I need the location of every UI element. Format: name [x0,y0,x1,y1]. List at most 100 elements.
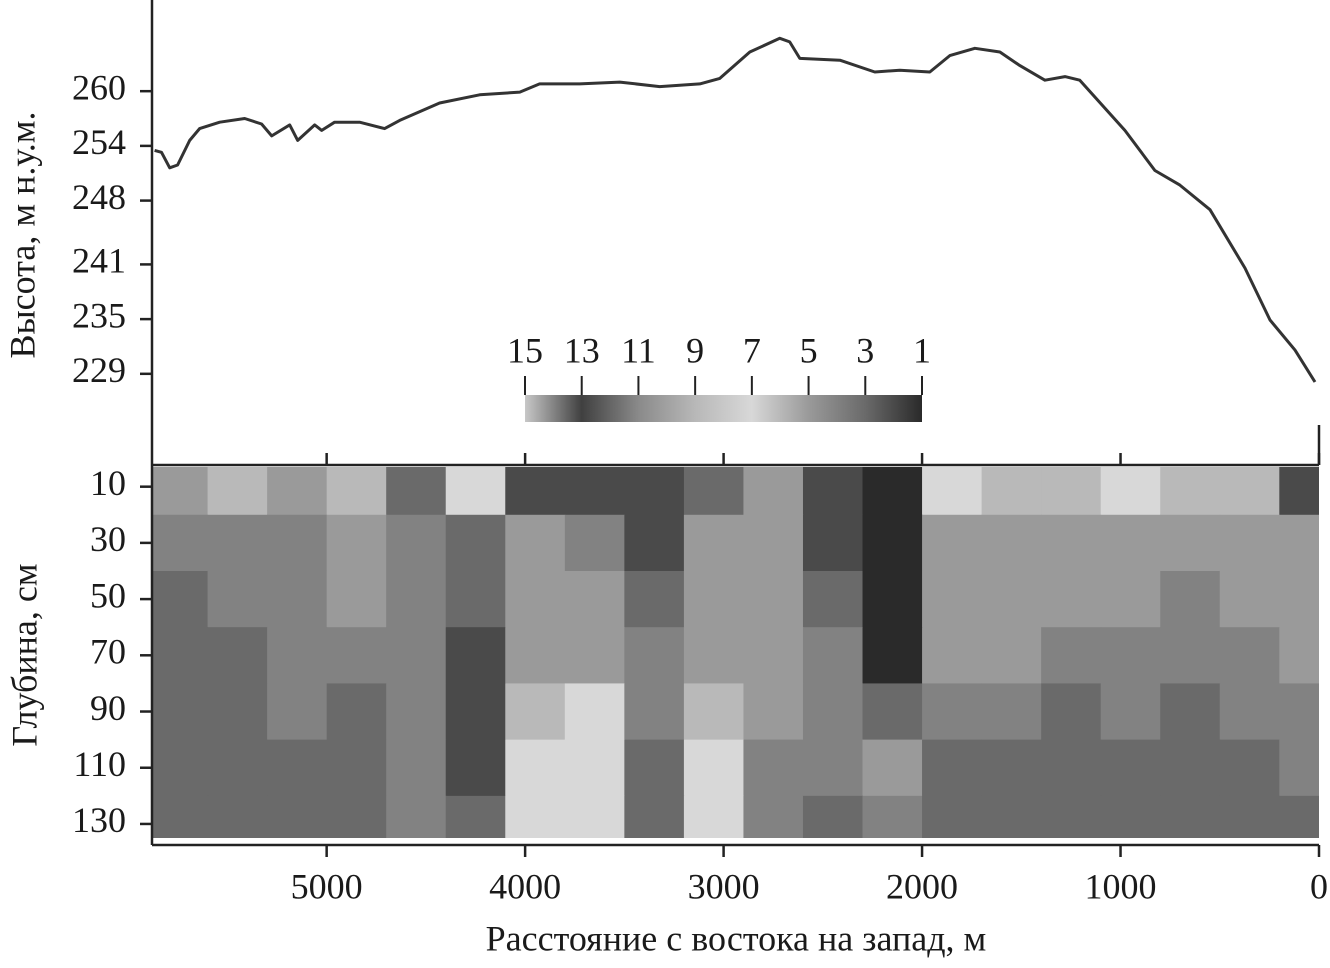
heat-cell [1279,467,1319,516]
heat-cell [1041,514,1102,572]
heat-cell [624,739,685,797]
heat-cell [1219,739,1280,797]
x-tick-label: 0 [1310,866,1328,906]
heat-cell [981,570,1042,628]
heat-cell [1100,739,1161,797]
heat-cell [1219,467,1280,516]
heat-cell [624,570,685,628]
heat-cell [922,739,983,797]
heat-cell [683,467,744,516]
heat-cell [1279,739,1319,797]
heat-cell [505,627,566,684]
heat-cell [207,467,268,516]
heat-cell [445,795,506,838]
y-tick-label: 70 [90,632,126,672]
heat-cell [743,739,804,797]
heat-cell [1279,570,1319,628]
y-tick-label: 50 [90,575,126,615]
heat-cell [207,795,268,838]
heat-cell [743,795,804,838]
heat-cell [802,570,864,628]
colorbar-tick-label: 9 [686,330,704,370]
heat-cell [267,467,328,516]
heat-cell [981,627,1042,684]
heat-cell [981,739,1042,797]
heat-cell [386,570,447,628]
heat-cell [207,739,268,797]
heat-cell [624,683,685,741]
y-tick-label: 254 [72,122,126,162]
heat-cell [505,739,566,797]
heat-cell [624,627,685,684]
heat-cell [981,683,1042,741]
heat-cell [386,514,447,572]
heat-cell [743,514,804,572]
heat-cell [1041,795,1102,838]
heat-cell [326,514,387,572]
heat-cell [326,683,387,741]
heat-cell [1279,627,1319,684]
heat-cell [1279,514,1319,572]
heat-cell [445,514,506,572]
heat-cell [386,627,447,684]
heat-cell [802,467,864,516]
colorbar-tick-label: 13 [564,330,600,370]
y-tick-label: 10 [90,463,126,503]
heat-cell [862,570,923,628]
heat-cell [1041,627,1102,684]
heat-cell [743,683,804,741]
elevation-line [154,36,1317,383]
y-tick-label: 229 [72,350,126,390]
heat-cell [326,627,387,684]
heat-cell [152,514,209,572]
heat-cell [1160,467,1221,516]
heat-cell [564,570,625,628]
heat-cell [802,627,864,684]
heat-cell [1160,739,1221,797]
y-tick-label: 90 [90,688,126,728]
heat-cell [624,514,685,572]
x-tick-label: 5000 [291,866,363,906]
heat-cell [1100,683,1161,741]
heat-cell [1100,514,1161,572]
colorbar-tick-label: 5 [800,330,818,370]
heat-cell [207,570,268,628]
heat-cell [386,467,447,516]
y-tick-label: 248 [72,177,126,217]
colorbar-tick-label: 3 [856,330,874,370]
heat-cell [683,570,744,628]
heat-cell [1160,795,1221,838]
x-axis-label: Расстояние с востока на запад, м [486,918,987,958]
heat-cell [505,683,566,741]
colorbar-tick-label: 1 [913,330,931,370]
heat-cell [564,627,625,684]
heat-cell [743,467,804,516]
heat-cell [386,683,447,741]
heat-cell [152,570,209,628]
y-axis-label: Глубина, см [4,563,44,746]
heat-cell [505,514,566,572]
heat-cell [922,570,983,628]
heat-cell [445,739,506,797]
heat-cell [1279,683,1319,741]
heat-cell [207,683,268,741]
heat-cell [743,570,804,628]
heat-cell [922,795,983,838]
heat-cell [1279,795,1319,838]
colorbar-tick-label: 11 [621,330,656,370]
heat-cell [922,514,983,572]
y-tick-label: 241 [72,241,126,281]
heat-cell [152,627,209,684]
heat-cell [505,795,566,838]
heat-cell [862,683,923,741]
heat-cell [683,683,744,741]
heat-cell [1219,627,1280,684]
heat-cell [922,467,983,516]
heat-cell [326,739,387,797]
heat-cell [1100,467,1161,516]
heat-cell [1041,683,1102,741]
heat-cell [564,514,625,572]
x-tick-label: 2000 [886,866,958,906]
heat-cell [1100,570,1161,628]
